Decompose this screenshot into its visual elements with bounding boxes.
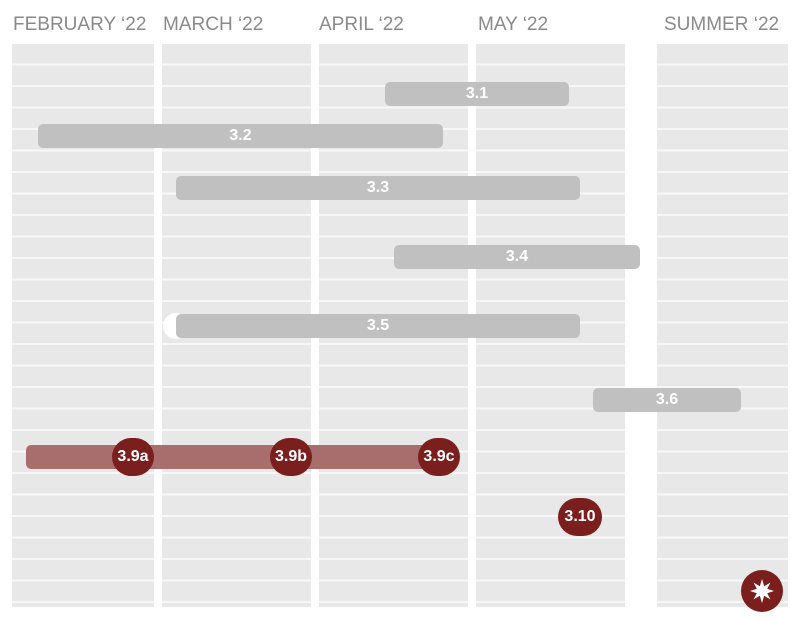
task-bar[interactable]: 3.3 bbox=[176, 176, 580, 200]
task-label: 3.2 bbox=[229, 127, 252, 144]
column-header-march: MARCH ‘22 bbox=[163, 14, 264, 35]
task-label: 3.1 bbox=[465, 85, 489, 102]
column-header-april: APRIL ‘22 bbox=[319, 14, 404, 35]
task-label: 3.6 bbox=[655, 391, 679, 408]
milestone-label: 3.9c bbox=[423, 448, 455, 465]
column-header-february: FEBRUARY ‘22 bbox=[13, 14, 147, 35]
milestone-track-bar bbox=[26, 445, 452, 469]
column-header-may: MAY ‘22 bbox=[478, 14, 549, 35]
task-bar[interactable]: 3.2 bbox=[38, 124, 443, 148]
milestone-badge[interactable]: 3.9c bbox=[418, 438, 460, 476]
milestone-badge[interactable]: 3.9a bbox=[112, 438, 154, 476]
column-header-summer: SUMMER ‘22 bbox=[664, 14, 780, 35]
task-label: 3.4 bbox=[505, 248, 529, 265]
column-summer bbox=[657, 44, 788, 607]
milestone-badge[interactable]: 3.10 bbox=[558, 498, 602, 536]
task-label: 3.3 bbox=[366, 179, 390, 196]
task-label: 3.5 bbox=[366, 317, 390, 334]
final-marker[interactable] bbox=[741, 570, 783, 612]
task-bar[interactable]: 3.4 bbox=[394, 245, 640, 269]
milestone-badge[interactable]: 3.9b bbox=[270, 438, 312, 476]
task-bar[interactable]: 3.6 bbox=[593, 388, 741, 412]
task-bar[interactable]: 3.1 bbox=[385, 82, 569, 106]
starburst-icon bbox=[750, 579, 774, 603]
milestone-label: 3.9b bbox=[274, 448, 307, 465]
milestone-label: 3.9a bbox=[117, 448, 149, 465]
milestone-label: 3.10 bbox=[564, 508, 596, 525]
task-bar[interactable]: 3.5 bbox=[176, 314, 580, 338]
